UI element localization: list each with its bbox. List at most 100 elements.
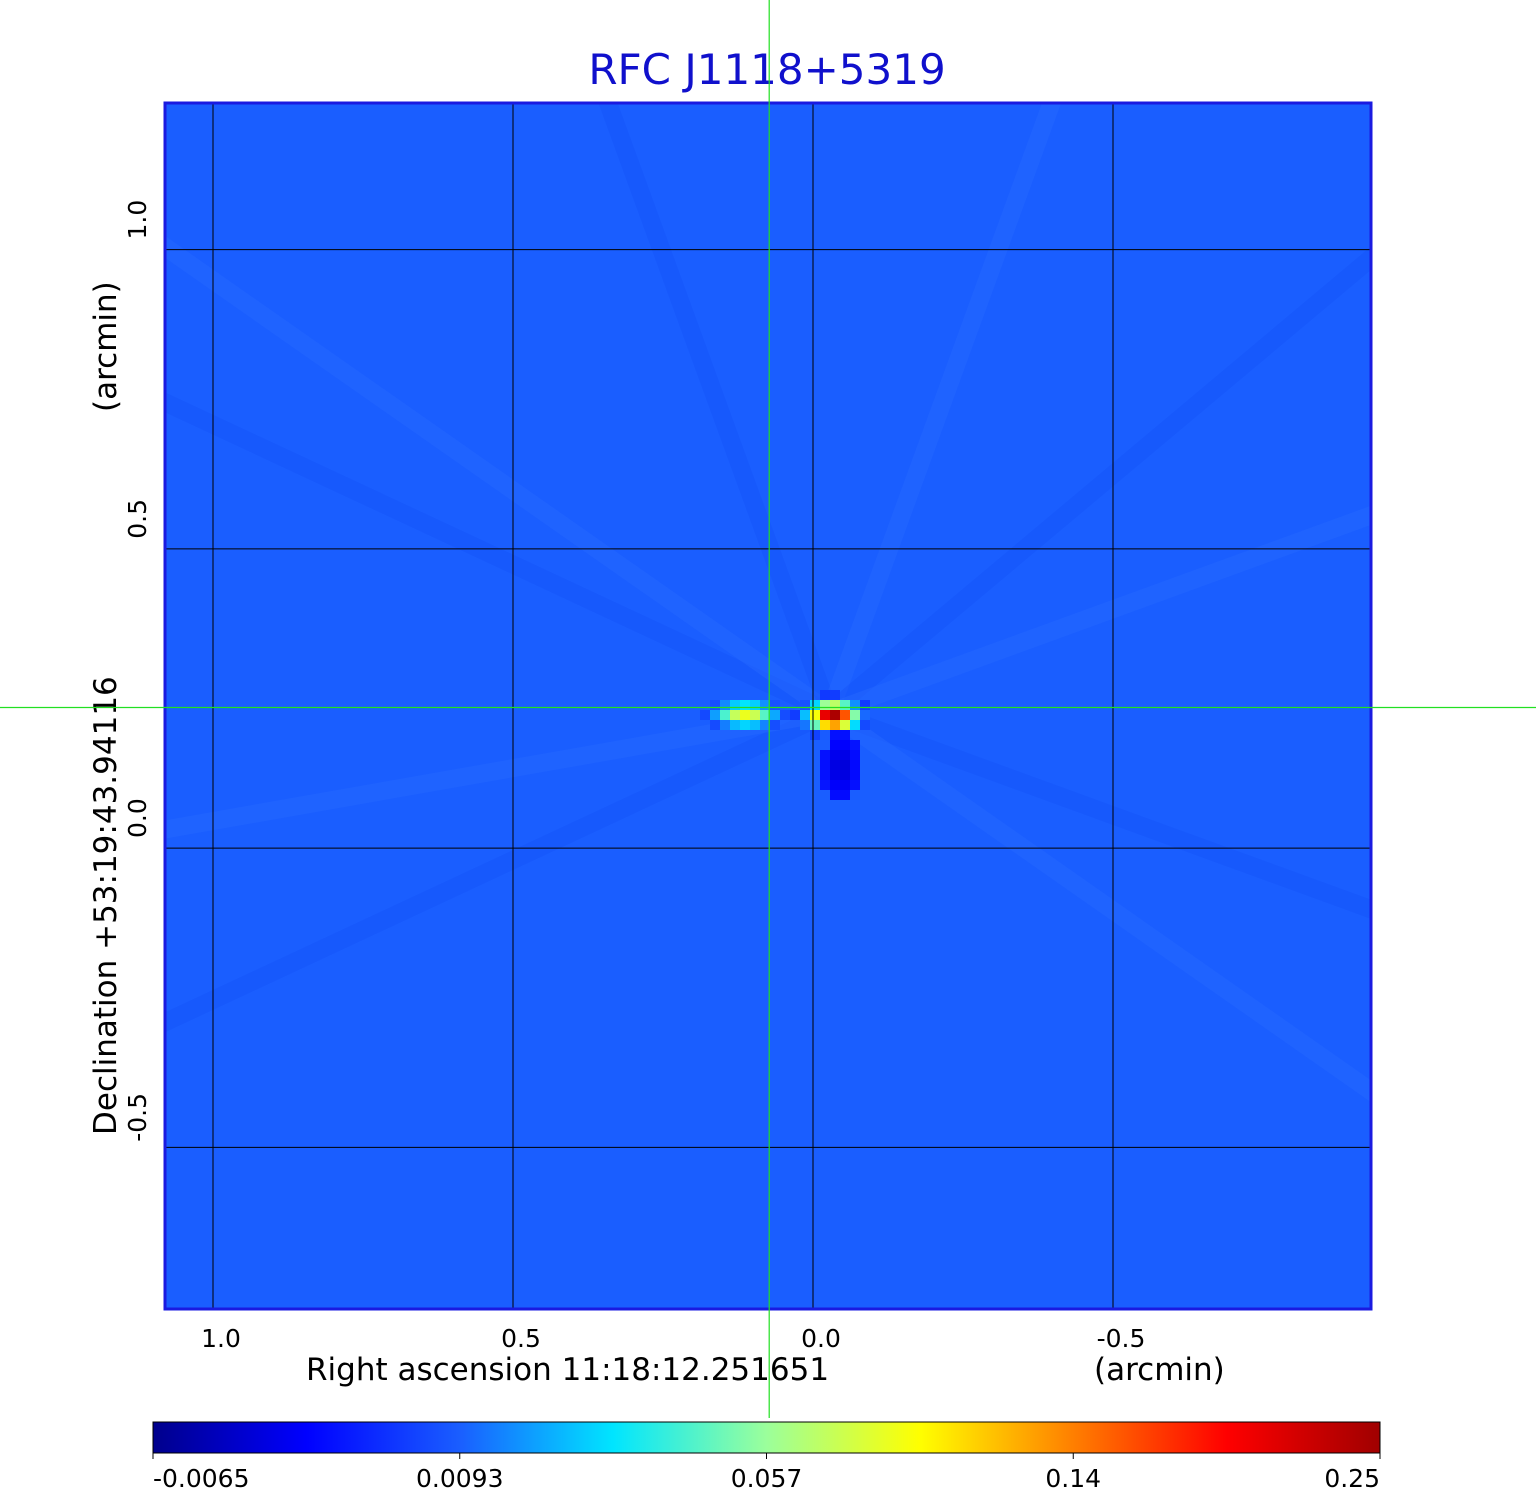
map-pixel bbox=[800, 720, 810, 730]
map-pixel bbox=[780, 710, 790, 720]
map-pixel bbox=[830, 740, 840, 750]
map-pixel bbox=[740, 700, 750, 710]
map-pixel bbox=[720, 700, 730, 710]
map-pixel bbox=[820, 710, 830, 720]
map-pixel bbox=[850, 770, 860, 780]
x-tick-label: 1.0 bbox=[201, 1324, 241, 1353]
map-pixel bbox=[850, 780, 860, 790]
map-pixel bbox=[760, 700, 770, 710]
plot-frame bbox=[163, 101, 1373, 1311]
colorbar-tick-label: -0.0065 bbox=[153, 1464, 250, 1493]
colorbar: -0.0065 0.0093 0.057 0.14 0.25 bbox=[152, 1421, 1381, 1493]
map-pixel bbox=[700, 710, 710, 720]
x-tick-label: 0.5 bbox=[501, 1324, 541, 1353]
map-pixel bbox=[830, 700, 840, 710]
map-pixel bbox=[810, 720, 820, 730]
map-pixel bbox=[830, 750, 840, 760]
map-pixel bbox=[840, 730, 850, 740]
colorbar-tick-label: 0.0093 bbox=[416, 1464, 503, 1493]
sidelobe-streak bbox=[824, 704, 1371, 1103]
map-pixel bbox=[840, 790, 850, 800]
map-pixel bbox=[730, 710, 740, 720]
sidelobe-streak bbox=[824, 246, 1371, 720]
map-pixel bbox=[750, 700, 760, 710]
map-pixel bbox=[820, 750, 830, 760]
map-pixel bbox=[840, 700, 850, 710]
map-pixel bbox=[760, 720, 770, 730]
sidelobe-streak bbox=[165, 703, 832, 839]
map-pixel bbox=[820, 690, 830, 700]
y-tick-label: -0.5 bbox=[123, 1093, 152, 1142]
map-pixel bbox=[750, 710, 760, 720]
source-3 bbox=[820, 730, 860, 800]
map-pixel bbox=[710, 720, 720, 730]
map-pixel bbox=[720, 720, 730, 730]
source-1 bbox=[700, 700, 790, 730]
map-pixel bbox=[710, 700, 720, 710]
x-axis-unit: (arcmin) bbox=[1094, 1352, 1225, 1388]
map-pixel bbox=[840, 710, 850, 720]
y-axis-label: Declination +53:19:43.94116 bbox=[88, 676, 124, 1135]
map-pixel bbox=[860, 710, 870, 720]
map-pixel bbox=[830, 730, 840, 740]
map-pixel bbox=[830, 710, 840, 720]
map-pixel bbox=[830, 760, 840, 770]
source-2 bbox=[790, 690, 870, 740]
map-pixel bbox=[840, 740, 850, 750]
map-pixel bbox=[840, 720, 850, 730]
x-tick-label: -0.5 bbox=[1097, 1324, 1146, 1353]
map-pixel bbox=[770, 720, 780, 730]
sidelobe-streak bbox=[826, 505, 1371, 721]
sidelobe-streak bbox=[598, 103, 839, 716]
sidelobe-streak bbox=[165, 392, 834, 721]
colorbar-tick-label: 0.057 bbox=[731, 1464, 803, 1493]
map-pixel bbox=[770, 710, 780, 720]
map-pixel bbox=[850, 760, 860, 770]
map-pixel bbox=[810, 710, 820, 720]
colorbar-tick-label: 0.25 bbox=[1324, 1464, 1380, 1493]
map-pixel bbox=[830, 780, 840, 790]
map-pixel bbox=[810, 730, 820, 740]
map-pixel bbox=[730, 720, 740, 730]
map-pixel bbox=[840, 750, 850, 760]
map-pixel bbox=[790, 710, 800, 720]
map-pixel bbox=[740, 710, 750, 720]
sidelobe-streak bbox=[821, 103, 1062, 716]
map-pixel bbox=[830, 770, 840, 780]
colorbar-gradient bbox=[152, 1421, 1381, 1454]
map-pixel bbox=[720, 710, 730, 720]
plot-area bbox=[163, 101, 1373, 1311]
map-pixel bbox=[850, 740, 860, 750]
map-pixel bbox=[840, 780, 850, 790]
sidelobe-streak bbox=[826, 703, 1371, 919]
y-tick-label: 1.0 bbox=[123, 200, 152, 240]
map-pixel bbox=[740, 720, 750, 730]
map-pixel bbox=[850, 700, 860, 710]
map-pixel bbox=[850, 720, 860, 730]
map-pixel bbox=[710, 710, 720, 720]
map-pixel bbox=[820, 730, 830, 740]
map-pixel bbox=[840, 770, 850, 780]
map-pixel bbox=[730, 700, 740, 710]
map-pixel bbox=[830, 690, 840, 700]
map-pixel bbox=[750, 720, 760, 730]
y-tick-label: 0.0 bbox=[123, 798, 152, 838]
x-axis-label: Right ascension 11:18:12.251651 bbox=[306, 1352, 829, 1388]
colorbar-tick-label: 0.14 bbox=[1045, 1464, 1101, 1493]
map-pixel bbox=[760, 710, 770, 720]
map-pixel bbox=[820, 700, 830, 710]
map-pixel bbox=[850, 750, 860, 760]
map-pixel bbox=[850, 710, 860, 720]
sidelobe-streak bbox=[165, 235, 835, 720]
map-pixel bbox=[860, 720, 870, 730]
chart-title: RFC J1118+5319 bbox=[588, 45, 945, 94]
map-pixel bbox=[800, 700, 810, 710]
y-tick-label: 0.5 bbox=[123, 499, 152, 539]
y-axis-unit: (arcmin) bbox=[88, 281, 124, 412]
map-pixel bbox=[820, 760, 830, 770]
map-pixel bbox=[820, 780, 830, 790]
map-pixel bbox=[820, 770, 830, 780]
map-pixel bbox=[820, 720, 830, 730]
map-pixel bbox=[810, 700, 820, 710]
